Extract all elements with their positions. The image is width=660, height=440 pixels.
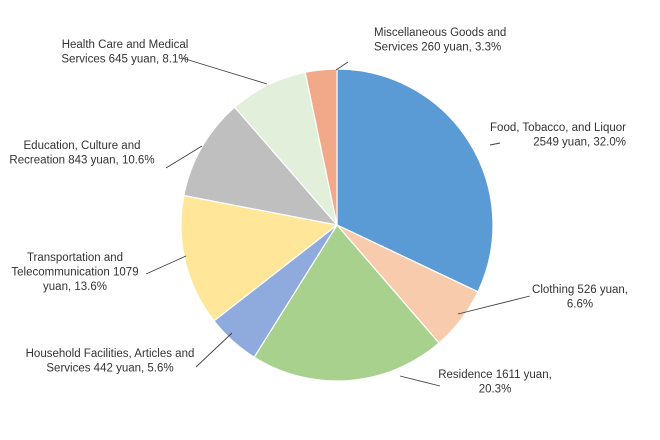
slice-label-line: Residence 1611 yuan, [438,369,552,381]
slice-label-0: Food, Tobacco, and Liquor 2549 yuan, 32.0… [490,122,626,149]
pie-slice-2 [253,223,440,382]
slice-label-6: Health Care and Medical Services 645 yuan… [61,39,188,66]
slice-label-line: Telecommunication 1079 [11,267,138,279]
slice-label-line: Services 442 yuan, 5.6% [46,363,173,375]
slice-label-line: Health Care and Medical [62,39,189,51]
leader-lines [145,57,531,387]
slice-label-line: Services 260 yuan, 3.3% [374,42,501,54]
slice-label-line: yuan, 13.6% [43,281,107,293]
pie-slice-5 [183,106,339,226]
slice-label-line: 2549 yuan, 32.0% [533,137,626,149]
slice-label-2: Residence 1611 yuan, 20.3% [438,369,552,396]
slice-label-line: Clothing 526 yuan, [532,284,628,296]
leader-line-6 [181,57,268,85]
slice-labels: Food, Tobacco, and Liquor 2549 yuan, 32.0… [9,27,628,396]
leader-line-4 [145,255,187,275]
slice-label-5: Education, Culture and Recreation 843 yua… [9,140,154,167]
slice-label-1: Clothing 526 yuan, 6.6% [532,284,628,311]
slice-label-line: 6.6% [567,299,593,311]
pie-slices [180,68,494,382]
slice-label-line: Recreation 843 yuan, 10.6% [9,155,154,167]
slice-label-line: 20.3% [479,384,512,396]
slice-label-line: Miscellaneous Goods and [374,27,506,39]
leader-line-5 [165,145,203,169]
leader-line-2 [399,375,441,387]
slice-label-line: Household Facilities, Articles and [26,348,195,360]
leader-line-7 [335,61,349,71]
leader-line-1 [457,295,531,315]
leader-line-0 [489,142,501,146]
leader-line-3 [195,332,233,368]
pie-slice-0 [336,68,494,293]
pie-slice-4 [180,194,339,322]
slice-label-line: Transportation and [27,252,123,264]
slice-label-line: Food, Tobacco, and Liquor [490,122,626,134]
slice-label-4: Transportation and Telecommunication 1079… [11,252,138,293]
slice-label-3: Household Facilities, Articles and Servic… [26,348,195,375]
slice-label-line: Education, Culture and [24,140,141,152]
slice-label-line: Services 645 yuan, 8.1% [61,54,188,66]
slice-label-7: Miscellaneous Goods and Services 260 yuan… [374,27,506,54]
